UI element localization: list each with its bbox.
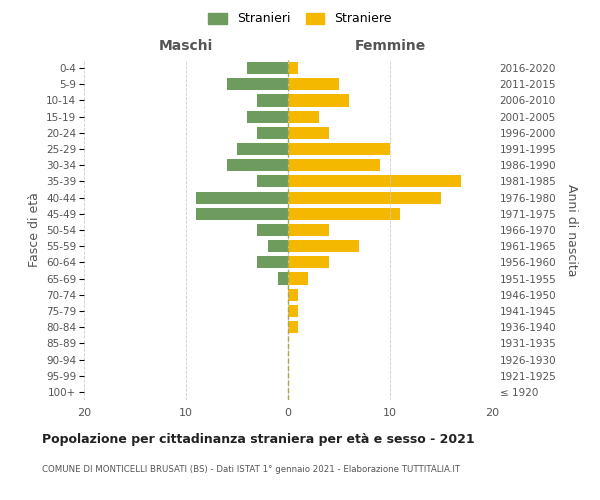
Bar [227,78,288,90]
Y-axis label: Anni di nascita: Anni di nascita [565,184,578,276]
Text: Popolazione per cittadinanza straniera per età e sesso - 2021: Popolazione per cittadinanza straniera p… [42,432,475,446]
Bar [288,110,319,122]
Bar [288,176,461,188]
Bar [247,110,288,122]
Bar [268,240,288,252]
Bar [227,159,288,172]
Bar [288,321,298,333]
Bar [257,256,288,268]
Bar [288,192,441,203]
Bar [196,192,288,203]
Bar [288,305,298,317]
Bar [196,208,288,220]
Legend: Stranieri, Straniere: Stranieri, Straniere [205,8,395,29]
Bar [288,159,380,172]
Bar [257,127,288,139]
Text: COMUNE DI MONTICELLI BRUSATI (BS) - Dati ISTAT 1° gennaio 2021 - Elaborazione TU: COMUNE DI MONTICELLI BRUSATI (BS) - Dati… [42,466,460,474]
Bar [288,94,349,106]
Bar [288,62,298,74]
Bar [288,78,339,90]
Bar [278,272,288,284]
Bar [288,240,359,252]
Bar [288,288,298,301]
Bar [288,272,308,284]
Bar [247,62,288,74]
Bar [288,208,400,220]
Bar [288,224,329,236]
Bar [257,224,288,236]
Bar [237,143,288,155]
Bar [257,94,288,106]
Text: Femmine: Femmine [355,39,425,53]
Bar [288,143,390,155]
Bar [288,127,329,139]
Bar [257,176,288,188]
Y-axis label: Fasce di età: Fasce di età [28,192,41,268]
Text: Maschi: Maschi [159,39,213,53]
Bar [288,256,329,268]
